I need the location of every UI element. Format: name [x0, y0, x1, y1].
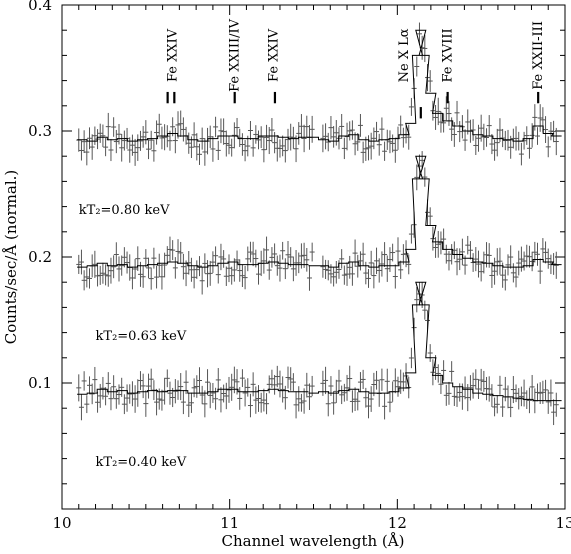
y-axis-label: Counts/sec/Å (normal.) — [2, 170, 20, 345]
model-spectrum-2 — [308, 281, 562, 402]
tick-labels: 10 11 12 13 0.1 0.2 0.3 0.4 — [28, 0, 571, 532]
x-tick-label: 10 — [52, 514, 71, 532]
data-points — [76, 22, 559, 426]
x-axis-label: Channel wavelength (Å) — [222, 532, 405, 550]
model-spectrum-2 — [77, 388, 309, 395]
axis-ticks — [61, 4, 566, 510]
line-annotation: Fe XXIII/IV — [228, 18, 243, 92]
line-annotations: Fe XXIV Fe XXIII/IV Fe XXIV Ne X Lα Fe XVIII… — [166, 18, 547, 92]
y-tick-label: 0.4 — [28, 0, 52, 14]
model-spectrum-0 — [308, 29, 562, 142]
line-annotation: Fe XXIV — [266, 28, 281, 82]
series-label: kT₂=0.40 keV — [96, 455, 187, 470]
line-annotation: Fe XVIII — [441, 28, 456, 82]
line-markers — [166, 91, 540, 119]
x-tick-label: 13 — [555, 514, 571, 532]
series-label: kT₂=0.80 keV — [79, 203, 170, 218]
series-label: kT₂=0.63 keV — [96, 329, 187, 344]
model-spectrum-1 — [308, 155, 562, 268]
y-tick-label: 0.1 — [28, 374, 52, 392]
line-annotation: Fe XXIV — [166, 28, 181, 82]
line-annotation: Fe XXII-III — [531, 21, 546, 90]
line-annotation: Ne X Lα — [397, 28, 412, 82]
series-labels: kT₂=0.80 keV kT₂=0.63 keV kT₂=0.40 keV — [79, 203, 187, 470]
model-spectrum-0 — [77, 133, 309, 142]
model-spectrum-1 — [77, 261, 309, 268]
y-tick-label: 0.2 — [28, 248, 52, 266]
x-tick-label: 11 — [220, 514, 239, 532]
model-spectra — [77, 29, 562, 402]
x-tick-label: 12 — [388, 514, 407, 532]
y-tick-label: 0.3 — [28, 122, 52, 140]
